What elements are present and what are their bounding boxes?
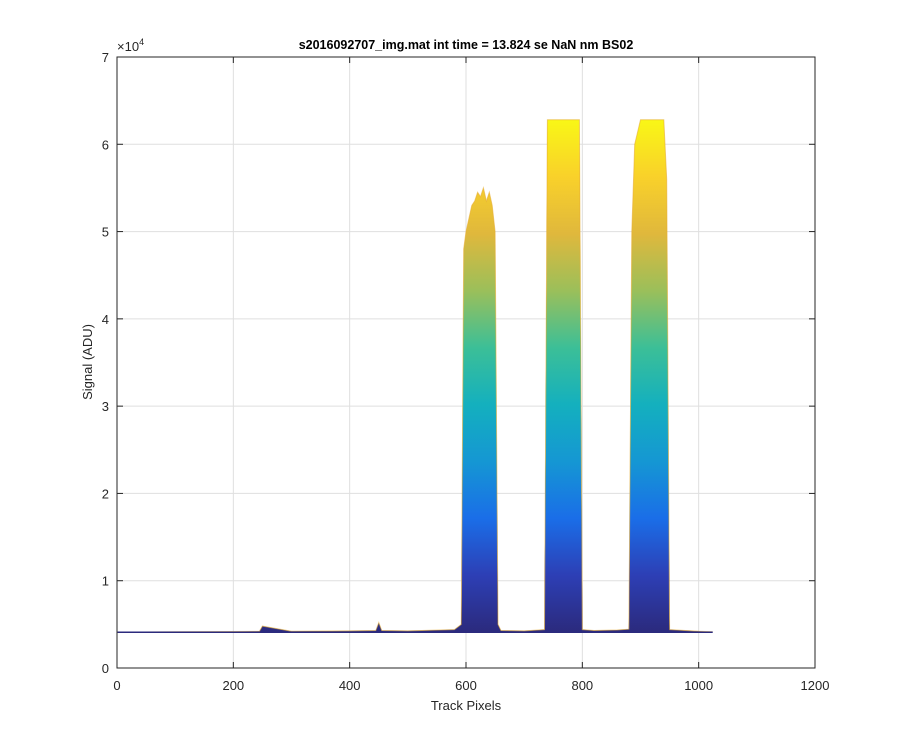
chart-title: s2016092707_img.mat int time = 13.824 se… bbox=[299, 38, 634, 52]
y-tick-label-7: 7 bbox=[102, 50, 109, 65]
x-tick-label-2: 400 bbox=[339, 678, 361, 693]
y-axis-label: Signal (ADU) bbox=[80, 324, 95, 400]
x-tick-label-1: 200 bbox=[222, 678, 244, 693]
y-tick-label-0: 0 bbox=[102, 661, 109, 676]
y-tick-label-2: 2 bbox=[102, 486, 109, 501]
y-tick-label-3: 3 bbox=[102, 399, 109, 414]
y-exponent-power: 4 bbox=[139, 37, 144, 47]
spectrum-band-17 bbox=[117, 148, 713, 633]
x-tick-label-0: 0 bbox=[113, 678, 120, 693]
x-axis-label: Track Pixels bbox=[431, 698, 502, 713]
tick-labels: 0 200 400 600 800 1000 1200 0 1 2 3 4 5 6 7 bbox=[102, 50, 830, 693]
axes bbox=[116, 56, 816, 669]
y-tick-label-5: 5 bbox=[102, 225, 109, 240]
x-tick-label-3: 600 bbox=[455, 678, 477, 693]
spectrum-series bbox=[117, 119, 713, 633]
y-tick-label-4: 4 bbox=[102, 312, 109, 327]
spectrum-top-edge bbox=[117, 119, 713, 633]
y-exponent-base: ×10 bbox=[117, 39, 139, 54]
x-tick-label-5: 1000 bbox=[684, 678, 713, 693]
y-tick-label-1: 1 bbox=[102, 574, 109, 589]
y-exponent-label: ×104 bbox=[117, 37, 144, 54]
x-tick-label-4: 800 bbox=[571, 678, 593, 693]
x-tick-label-6: 1200 bbox=[801, 678, 830, 693]
y-tick-label-6: 6 bbox=[102, 137, 109, 152]
